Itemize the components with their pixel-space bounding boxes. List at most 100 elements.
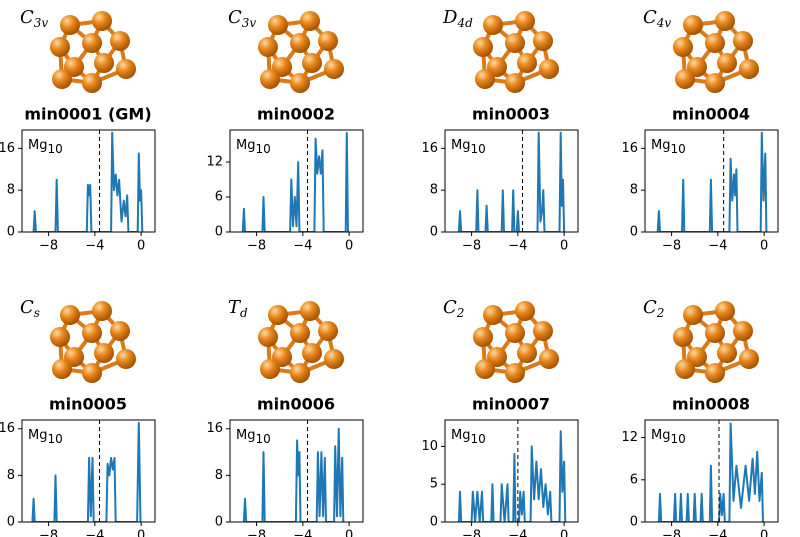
species-label: Mg10 xyxy=(28,428,63,446)
atom xyxy=(258,37,278,57)
axes-frame xyxy=(644,419,779,523)
atom xyxy=(82,323,102,343)
y-tick-label: 0 xyxy=(630,225,638,240)
cluster xyxy=(50,11,136,93)
atom xyxy=(52,69,72,89)
species-label: Mg10 xyxy=(651,138,686,156)
cluster xyxy=(258,11,344,93)
cluster xyxy=(50,301,136,383)
atom xyxy=(290,363,310,383)
species-base: Mg xyxy=(28,138,47,153)
axes-frame xyxy=(229,129,364,233)
species-sub: 10 xyxy=(47,142,62,156)
dos-line xyxy=(657,422,764,522)
point-group-sub: d xyxy=(240,306,248,320)
x-tick-label: −4 xyxy=(293,529,312,537)
x-tick-label: 0 xyxy=(345,239,353,254)
atom xyxy=(82,73,102,93)
x-tick-label: 0 xyxy=(760,529,768,537)
atom xyxy=(300,11,320,31)
species-sub: 10 xyxy=(255,142,270,156)
species-label: Mg10 xyxy=(236,428,271,446)
y-tick-label: 8 xyxy=(215,468,223,483)
x-tick-label: −8 xyxy=(462,239,481,254)
atom xyxy=(268,15,288,35)
atom xyxy=(715,301,735,321)
atom xyxy=(302,53,322,73)
atom xyxy=(290,323,310,343)
species-label: Mg10 xyxy=(236,138,271,156)
species-base: Mg xyxy=(236,428,255,443)
atom xyxy=(683,305,703,325)
x-tick-label: 0 xyxy=(560,239,568,254)
species-base: Mg xyxy=(651,138,670,153)
panel: C3v min0001 (GM) −8 −4 0 0 8 16 Mg10 xyxy=(0,7,156,254)
atom xyxy=(505,363,525,383)
cluster xyxy=(473,301,559,383)
atom xyxy=(473,327,493,347)
cluster xyxy=(258,301,344,383)
panel: Cs min0005 −8 −4 0 0 8 16 Mg10 xyxy=(0,297,156,537)
atom xyxy=(705,363,725,383)
atom xyxy=(739,59,759,79)
atom xyxy=(505,33,525,53)
axes-frame xyxy=(21,129,156,233)
y-tick-label: 8 xyxy=(630,183,638,198)
point-group-sub: 2 xyxy=(656,306,665,320)
atom xyxy=(260,359,280,379)
panel-title: min0005 xyxy=(49,395,127,414)
atom xyxy=(533,321,553,341)
dos-line xyxy=(656,131,768,232)
species-base: Mg xyxy=(28,428,47,443)
y-tick-label: 0 xyxy=(430,515,438,530)
atom xyxy=(675,359,695,379)
x-tick-label: −4 xyxy=(708,239,727,254)
panel-title: min0008 xyxy=(672,395,750,414)
panel: D4d min0003 −8 −4 0 0 8 16 Mg10 xyxy=(421,7,579,254)
atom xyxy=(675,69,695,89)
point-group-base: C xyxy=(443,297,457,318)
panel-title: min0003 xyxy=(472,105,550,124)
point-group-sub: 3v xyxy=(34,16,49,30)
y-tick-label: 0 xyxy=(430,225,438,240)
point-group-base: C xyxy=(643,7,657,28)
point-group: C3v xyxy=(228,7,256,30)
atom xyxy=(318,321,338,341)
atom xyxy=(110,31,130,51)
y-tick-label: 8 xyxy=(7,468,15,483)
y-tick-label: 8 xyxy=(430,183,438,198)
atom xyxy=(673,37,693,57)
point-group: C2 xyxy=(643,297,664,320)
species-base: Mg xyxy=(451,428,470,443)
species-label: Mg10 xyxy=(651,428,686,446)
point-group-sub: 4v xyxy=(656,16,672,30)
panel: C2 min0008 −8 −4 0 0 6 12 Mg10 xyxy=(621,297,779,537)
point-group: Cs xyxy=(20,297,40,320)
atom xyxy=(483,15,503,35)
cluster xyxy=(673,301,759,383)
x-tick-label: −4 xyxy=(708,529,727,537)
x-tick-label: −4 xyxy=(293,239,312,254)
atom xyxy=(715,11,735,31)
atom xyxy=(733,31,753,51)
y-tick-label: 16 xyxy=(421,141,438,156)
y-tick-label: 16 xyxy=(621,141,638,156)
y-tick-label: 12 xyxy=(621,430,638,445)
point-group-base: C xyxy=(228,7,242,28)
point-group: C2 xyxy=(443,297,464,320)
y-tick-label: 5 xyxy=(430,477,438,492)
axes-frame xyxy=(444,129,579,233)
atom xyxy=(318,31,338,51)
panel-title: min0007 xyxy=(472,395,550,414)
y-tick-label: 6 xyxy=(630,472,638,487)
atom xyxy=(116,349,136,369)
atom xyxy=(302,343,322,363)
species-sub: 10 xyxy=(47,432,62,446)
atom xyxy=(50,327,70,347)
x-tick-label: −8 xyxy=(39,529,58,537)
y-tick-label: 12 xyxy=(206,155,223,170)
y-tick-label: 0 xyxy=(215,515,223,530)
x-tick-label: −8 xyxy=(462,529,481,537)
dos-line xyxy=(32,131,144,232)
